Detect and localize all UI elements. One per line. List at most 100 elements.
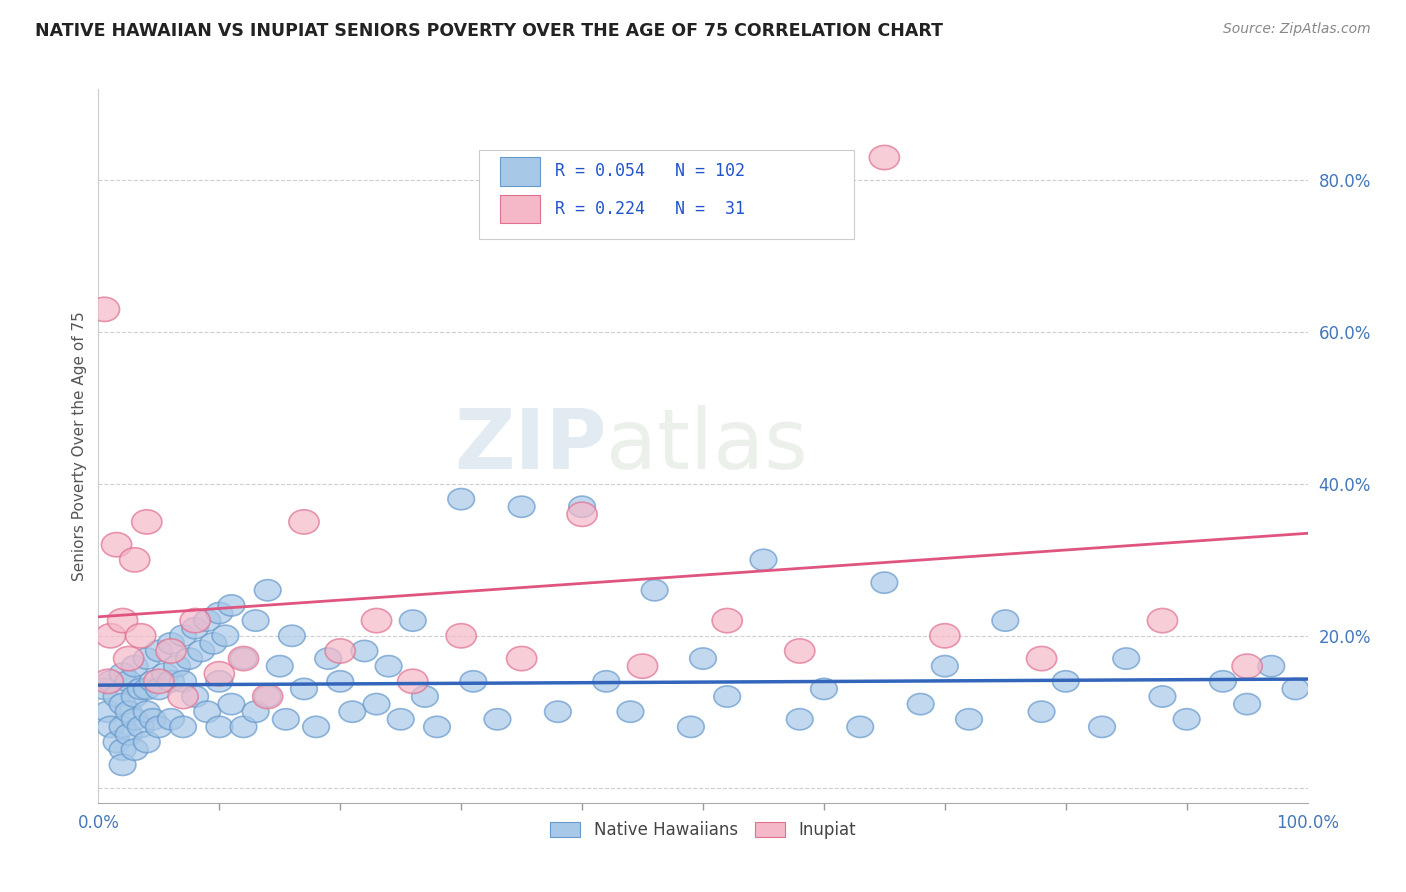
FancyBboxPatch shape [479, 150, 855, 239]
Ellipse shape [711, 608, 742, 632]
Ellipse shape [361, 608, 392, 632]
Ellipse shape [110, 716, 136, 738]
Ellipse shape [163, 656, 190, 677]
Ellipse shape [678, 716, 704, 738]
Ellipse shape [288, 509, 319, 534]
Text: R = 0.224   N =  31: R = 0.224 N = 31 [555, 200, 745, 218]
Ellipse shape [207, 671, 232, 692]
Ellipse shape [218, 693, 245, 714]
Ellipse shape [97, 671, 124, 692]
Ellipse shape [907, 693, 934, 714]
Ellipse shape [107, 608, 138, 632]
Ellipse shape [128, 678, 155, 699]
Ellipse shape [110, 739, 136, 760]
Ellipse shape [399, 610, 426, 632]
Ellipse shape [120, 548, 150, 572]
Ellipse shape [339, 701, 366, 723]
Ellipse shape [134, 731, 160, 753]
Ellipse shape [121, 739, 148, 760]
Ellipse shape [157, 708, 184, 730]
Ellipse shape [1149, 686, 1175, 707]
Ellipse shape [188, 640, 215, 662]
Ellipse shape [509, 496, 534, 517]
Ellipse shape [1026, 647, 1057, 671]
Ellipse shape [315, 648, 342, 669]
Ellipse shape [627, 654, 658, 678]
Ellipse shape [1174, 708, 1199, 730]
Ellipse shape [128, 716, 155, 738]
Ellipse shape [207, 602, 232, 624]
Ellipse shape [302, 716, 329, 738]
Bar [501, 157, 540, 186]
Ellipse shape [228, 647, 259, 671]
Ellipse shape [460, 671, 486, 692]
Ellipse shape [291, 678, 318, 699]
Ellipse shape [273, 708, 299, 730]
Ellipse shape [956, 708, 983, 730]
Ellipse shape [157, 671, 184, 692]
Ellipse shape [1234, 693, 1260, 714]
Ellipse shape [254, 686, 281, 707]
Legend: Native Hawaiians, Inupiat: Native Hawaiians, Inupiat [544, 814, 862, 846]
Ellipse shape [156, 639, 186, 663]
Ellipse shape [96, 624, 125, 648]
Ellipse shape [134, 678, 160, 699]
Ellipse shape [846, 716, 873, 738]
Ellipse shape [181, 617, 208, 639]
Ellipse shape [170, 716, 197, 738]
Ellipse shape [231, 716, 257, 738]
Ellipse shape [1282, 678, 1309, 699]
Ellipse shape [180, 608, 211, 632]
Ellipse shape [1232, 654, 1263, 678]
Ellipse shape [569, 496, 595, 517]
Ellipse shape [139, 671, 166, 692]
Ellipse shape [90, 297, 120, 321]
Ellipse shape [446, 624, 477, 648]
Ellipse shape [993, 610, 1018, 632]
Ellipse shape [1147, 608, 1178, 632]
Ellipse shape [278, 625, 305, 647]
Ellipse shape [110, 693, 136, 714]
Ellipse shape [253, 684, 283, 708]
Ellipse shape [110, 663, 136, 684]
Ellipse shape [242, 610, 269, 632]
Ellipse shape [125, 624, 156, 648]
Ellipse shape [212, 625, 239, 647]
Ellipse shape [751, 549, 776, 571]
Ellipse shape [207, 716, 232, 738]
Ellipse shape [617, 701, 644, 723]
Ellipse shape [1028, 701, 1054, 723]
Ellipse shape [506, 647, 537, 671]
Ellipse shape [152, 663, 179, 684]
Ellipse shape [200, 632, 226, 654]
Ellipse shape [146, 678, 172, 699]
Ellipse shape [139, 708, 166, 730]
Ellipse shape [690, 648, 716, 669]
Ellipse shape [328, 671, 353, 692]
Ellipse shape [146, 640, 172, 662]
Ellipse shape [785, 639, 815, 663]
Y-axis label: Seniors Poverty Over the Age of 75: Seniors Poverty Over the Age of 75 [72, 311, 87, 581]
Ellipse shape [181, 686, 208, 707]
Ellipse shape [267, 656, 292, 677]
Ellipse shape [134, 701, 160, 723]
Ellipse shape [388, 708, 413, 730]
Ellipse shape [1053, 671, 1078, 692]
Ellipse shape [375, 656, 402, 677]
Text: ZIP: ZIP [454, 406, 606, 486]
Ellipse shape [567, 502, 598, 526]
Bar [501, 194, 540, 223]
Text: Source: ZipAtlas.com: Source: ZipAtlas.com [1223, 22, 1371, 37]
Ellipse shape [714, 686, 741, 707]
Ellipse shape [218, 595, 245, 616]
Ellipse shape [242, 701, 269, 723]
Ellipse shape [143, 669, 174, 693]
Ellipse shape [1258, 656, 1285, 677]
Ellipse shape [91, 678, 118, 699]
Ellipse shape [194, 701, 221, 723]
Ellipse shape [114, 647, 143, 671]
Ellipse shape [484, 708, 510, 730]
Ellipse shape [544, 701, 571, 723]
Ellipse shape [176, 648, 202, 669]
Ellipse shape [929, 624, 960, 648]
